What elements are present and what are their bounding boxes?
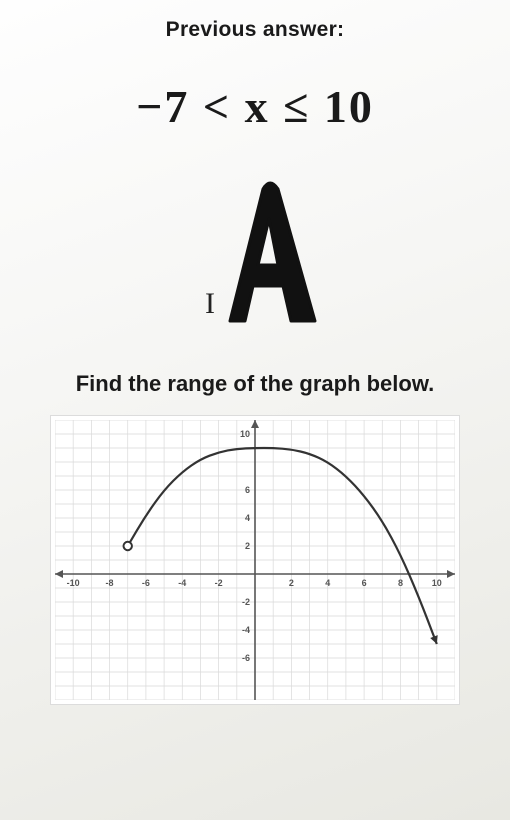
svg-text:-8: -8 bbox=[106, 578, 114, 588]
handwritten-annotation: I bbox=[175, 171, 335, 331]
svg-text:2: 2 bbox=[289, 578, 294, 588]
svg-text:-6: -6 bbox=[142, 578, 150, 588]
svg-text:-6: -6 bbox=[242, 653, 250, 663]
svg-text:4: 4 bbox=[245, 513, 250, 523]
inequality-expression: −7 < x ≤ 10 bbox=[136, 80, 374, 133]
range-graph: -10 -8 -6 -4 -2 2 4 6 8 10 10 6 4 2 -2 -4 -6 bbox=[55, 420, 455, 700]
svg-text:-10: -10 bbox=[67, 578, 80, 588]
svg-text:-4: -4 bbox=[242, 625, 250, 635]
graph-container: -10 -8 -6 -4 -2 2 4 6 8 10 10 6 4 2 -2 -4 -6 bbox=[50, 415, 460, 705]
worksheet-page: Previous answer: −7 < x ≤ 10 I Find the … bbox=[0, 0, 510, 820]
handwritten-small-i: I bbox=[205, 287, 215, 321]
svg-text:8: 8 bbox=[398, 578, 403, 588]
svg-text:10: 10 bbox=[240, 429, 250, 439]
svg-text:-2: -2 bbox=[215, 578, 223, 588]
svg-text:10: 10 bbox=[432, 578, 442, 588]
svg-text:6: 6 bbox=[245, 485, 250, 495]
question-text: Find the range of the graph below. bbox=[76, 371, 435, 397]
svg-text:-4: -4 bbox=[178, 578, 186, 588]
svg-text:-2: -2 bbox=[242, 597, 250, 607]
handwritten-big-a bbox=[175, 171, 335, 331]
svg-text:4: 4 bbox=[325, 578, 330, 588]
svg-text:6: 6 bbox=[362, 578, 367, 588]
previous-answer-label: Previous answer: bbox=[166, 18, 345, 42]
svg-text:2: 2 bbox=[245, 541, 250, 551]
